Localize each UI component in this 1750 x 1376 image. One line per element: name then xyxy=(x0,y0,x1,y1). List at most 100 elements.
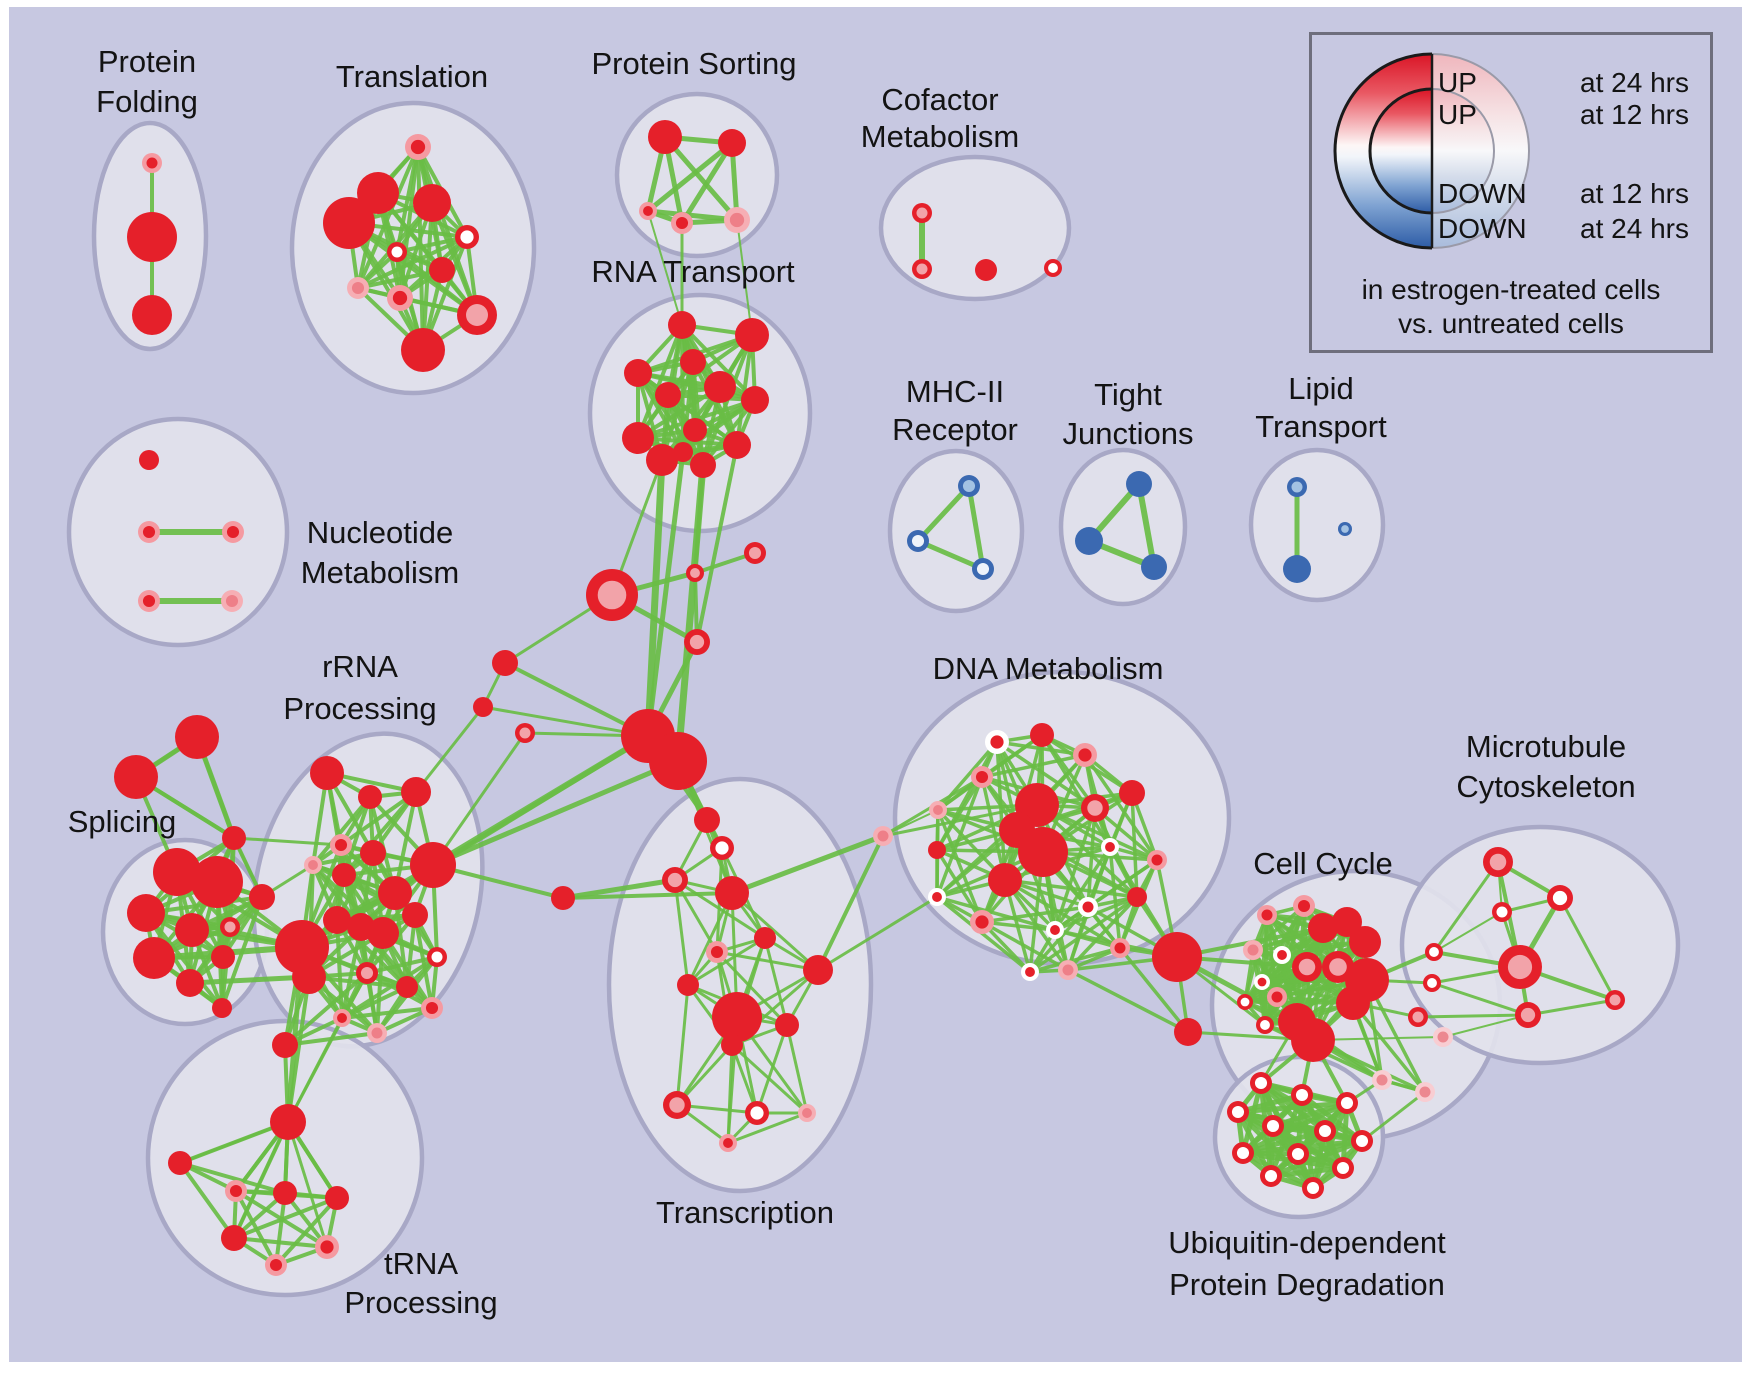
gene-node[interactable] xyxy=(1291,1018,1335,1062)
gene-node[interactable] xyxy=(551,886,575,910)
gene-node[interactable] xyxy=(211,945,235,969)
gene-node[interactable] xyxy=(1018,827,1068,877)
gene-node[interactable] xyxy=(1046,921,1064,939)
gene-node[interactable] xyxy=(622,422,654,454)
gene-node[interactable] xyxy=(175,913,209,947)
gene-node[interactable] xyxy=(387,242,407,262)
gene-node[interactable] xyxy=(1332,1157,1354,1179)
gene-node[interactable] xyxy=(333,1009,351,1027)
gene-node[interactable] xyxy=(706,941,728,963)
gene-node[interactable] xyxy=(1044,259,1062,277)
gene-node[interactable] xyxy=(873,826,893,846)
gene-node[interactable] xyxy=(225,1180,247,1202)
gene-node[interactable] xyxy=(1257,905,1277,925)
gene-node[interactable] xyxy=(356,962,378,984)
gene-node[interactable] xyxy=(127,894,165,932)
gene-node[interactable] xyxy=(1227,1101,1249,1123)
gene-node[interactable] xyxy=(671,212,693,234)
gene-node[interactable] xyxy=(662,867,688,893)
gene-node[interactable] xyxy=(325,1186,349,1210)
gene-node[interactable] xyxy=(723,431,751,459)
gene-node[interactable] xyxy=(132,295,172,335)
gene-node[interactable] xyxy=(1141,554,1167,580)
gene-node[interactable] xyxy=(402,902,428,928)
gene-node[interactable] xyxy=(515,723,535,743)
gene-node[interactable] xyxy=(655,382,681,408)
gene-node[interactable] xyxy=(1283,555,1311,583)
gene-node[interactable] xyxy=(721,1034,743,1056)
gene-node[interactable] xyxy=(1267,987,1287,1007)
gene-node[interactable] xyxy=(1147,850,1167,870)
gene-node[interactable] xyxy=(972,558,994,580)
gene-node[interactable] xyxy=(410,842,456,888)
gene-node[interactable] xyxy=(396,976,418,998)
gene-node[interactable] xyxy=(1605,990,1625,1010)
gene-node[interactable] xyxy=(680,349,706,375)
gene-node[interactable] xyxy=(413,184,451,222)
gene-node[interactable] xyxy=(367,1023,387,1043)
gene-node[interactable] xyxy=(724,207,750,233)
gene-node[interactable] xyxy=(304,856,322,874)
gene-node[interactable] xyxy=(648,120,682,154)
gene-node[interactable] xyxy=(387,285,413,311)
gene-node[interactable] xyxy=(315,1235,339,1259)
gene-node[interactable] xyxy=(1260,1165,1282,1187)
gene-node[interactable] xyxy=(357,172,399,214)
gene-node[interactable] xyxy=(1243,940,1263,960)
gene-node[interactable] xyxy=(360,840,386,866)
gene-node[interactable] xyxy=(323,197,375,249)
gene-node[interactable] xyxy=(1232,1142,1254,1164)
gene-node[interactable] xyxy=(457,295,497,335)
gene-node[interactable] xyxy=(1483,847,1513,877)
gene-node[interactable] xyxy=(142,153,162,173)
gene-node[interactable] xyxy=(1174,1018,1202,1046)
gene-node[interactable] xyxy=(745,1101,769,1125)
gene-node[interactable] xyxy=(1302,1177,1324,1199)
gene-node[interactable] xyxy=(455,225,479,249)
gene-node[interactable] xyxy=(1101,838,1119,856)
gene-node[interactable] xyxy=(1078,897,1098,917)
gene-node[interactable] xyxy=(138,521,160,543)
gene-node[interactable] xyxy=(741,386,769,414)
gene-node[interactable] xyxy=(220,917,240,937)
gene-node[interactable] xyxy=(912,203,932,223)
gene-node[interactable] xyxy=(754,927,776,949)
gene-node[interactable] xyxy=(624,359,652,387)
gene-node[interactable] xyxy=(1349,926,1381,958)
gene-node[interactable] xyxy=(971,766,993,788)
gene-node[interactable] xyxy=(975,259,997,281)
gene-node[interactable] xyxy=(1250,1072,1272,1094)
gene-node[interactable] xyxy=(168,1151,192,1175)
gene-node[interactable] xyxy=(323,906,351,934)
gene-node[interactable] xyxy=(1423,974,1441,992)
gene-node[interactable] xyxy=(690,452,716,478)
gene-node[interactable] xyxy=(1021,963,1039,981)
gene-node[interactable] xyxy=(1408,1007,1428,1027)
gene-node[interactable] xyxy=(1073,743,1097,767)
gene-node[interactable] xyxy=(1351,1130,1373,1152)
gene-node[interactable] xyxy=(1336,1092,1358,1114)
gene-node[interactable] xyxy=(928,841,946,859)
gene-node[interactable] xyxy=(139,450,159,470)
gene-node[interactable] xyxy=(1262,1115,1284,1137)
gene-node[interactable] xyxy=(970,910,994,934)
gene-node[interactable] xyxy=(427,947,447,967)
gene-node[interactable] xyxy=(191,856,243,908)
gene-node[interactable] xyxy=(1498,945,1542,989)
gene-node[interactable] xyxy=(710,836,734,860)
gene-node[interactable] xyxy=(378,876,412,910)
gene-node[interactable] xyxy=(1425,943,1443,961)
gene-node[interactable] xyxy=(138,590,160,612)
gene-node[interactable] xyxy=(1237,994,1253,1010)
gene-node[interactable] xyxy=(473,697,493,717)
gene-node[interactable] xyxy=(249,884,275,910)
gene-node[interactable] xyxy=(1433,1027,1453,1047)
gene-node[interactable] xyxy=(928,888,946,906)
gene-node[interactable] xyxy=(273,1181,297,1205)
gene-node[interactable] xyxy=(985,730,1009,754)
gene-node[interactable] xyxy=(798,1104,816,1122)
gene-node[interactable] xyxy=(1081,794,1109,822)
gene-node[interactable] xyxy=(907,530,929,552)
gene-node[interactable] xyxy=(1287,477,1307,497)
gene-node[interactable] xyxy=(668,311,696,339)
